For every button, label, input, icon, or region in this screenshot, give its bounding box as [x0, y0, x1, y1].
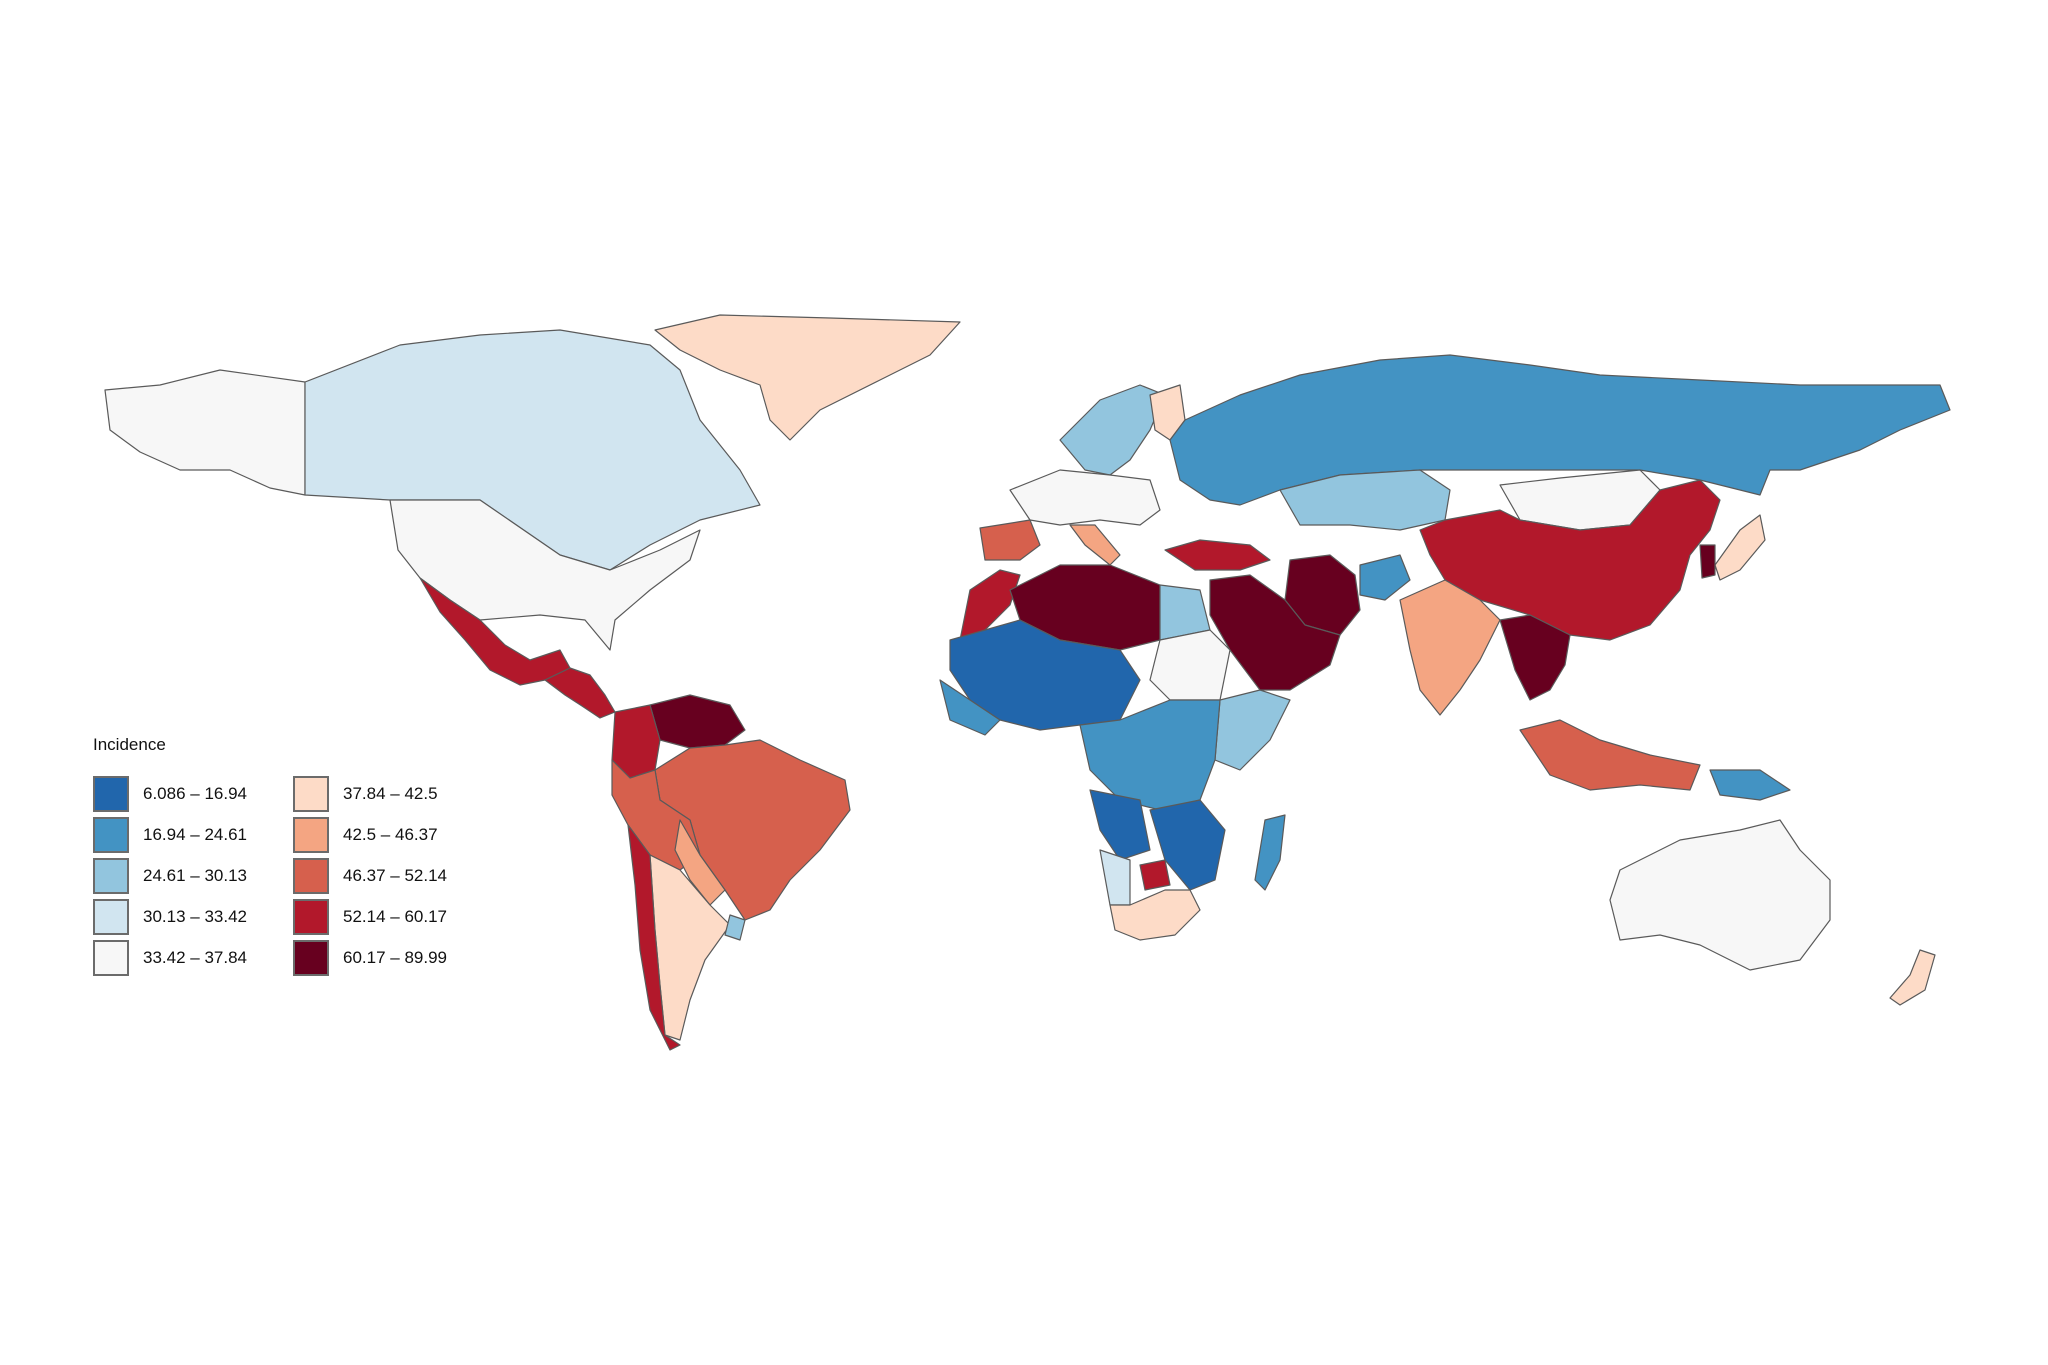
region-chile: [627, 824, 681, 1051]
region-new-guinea: [1709, 769, 1791, 801]
region-madagascar: [1254, 814, 1286, 891]
region-venezuela: [649, 694, 746, 749]
legend-item: 60.17 – 89.99: [293, 937, 493, 978]
legend-swatch: [293, 857, 329, 894]
map-legend: Incidence 6.086 – 16.94 37.84 – 42.5 16.94…: [93, 735, 493, 978]
legend-item: 6.086 – 16.94: [93, 773, 293, 814]
region-alaska: [104, 369, 306, 496]
region-lesotho-region: [1139, 859, 1171, 891]
region-new-zealand: [1889, 949, 1936, 1006]
region-southeast-asia: [1499, 614, 1571, 701]
legend-label: 33.42 – 37.84: [143, 947, 247, 967]
legend-label: 16.94 – 24.61: [143, 824, 247, 844]
legend-item: 52.14 – 60.17: [293, 896, 493, 937]
legend-label: 6.086 – 16.94: [143, 783, 247, 803]
legend-swatch: [293, 775, 329, 812]
region-japan: [1714, 514, 1766, 581]
legend-label: 30.13 – 33.42: [143, 906, 247, 926]
legend-item: 42.5 – 46.37: [293, 814, 493, 855]
region-scandinavia: [1059, 384, 1166, 476]
legend-item: 16.94 – 24.61: [93, 814, 293, 855]
legend-swatch: [93, 898, 129, 935]
region-china: [1419, 479, 1721, 641]
region-iberia: [979, 519, 1041, 561]
legend-label: 60.17 – 89.99: [343, 947, 447, 967]
legend-item: 30.13 – 33.42: [93, 896, 293, 937]
region-italy: [1069, 524, 1121, 566]
legend-swatch: [93, 857, 129, 894]
region-indonesia: [1519, 719, 1701, 791]
region-india: [1399, 579, 1501, 716]
region-afghanistan: [1359, 554, 1411, 601]
legend-item: 24.61 – 30.13: [93, 855, 293, 896]
region-central-africa: [1079, 699, 1221, 811]
region-east-africa: [1214, 689, 1291, 771]
legend-item: 33.42 – 37.84: [93, 937, 293, 978]
legend-swatch: [293, 816, 329, 853]
region-turkey: [1164, 539, 1271, 571]
region-west-africa-coast: [939, 679, 1001, 736]
legend-swatch: [293, 898, 329, 935]
legend-item: 37.84 – 42.5: [293, 773, 493, 814]
region-sudan-egypt: [1149, 629, 1231, 701]
region-namibia: [1099, 849, 1131, 906]
legend-swatch: [93, 816, 129, 853]
legend-swatch: [93, 775, 129, 812]
legend-swatch: [293, 939, 329, 976]
region-western-europe: [1009, 469, 1161, 526]
legend-label: 52.14 – 60.17: [343, 906, 447, 926]
region-australia: [1609, 819, 1831, 971]
region-greenland: [654, 314, 961, 441]
region-angola-region: [1089, 789, 1151, 861]
region-central-america: [544, 667, 616, 719]
legend-grid: 6.086 – 16.94 37.84 – 42.5 16.94 – 24.61 42…: [93, 773, 493, 978]
region-korea: [1699, 544, 1716, 579]
legend-title: Incidence: [93, 735, 166, 754]
legend-swatch: [93, 939, 129, 976]
region-uruguay: [724, 914, 746, 941]
region-south-africa: [1109, 889, 1201, 941]
legend-label: 37.84 – 42.5: [343, 783, 438, 803]
region-arabia: [1209, 574, 1341, 691]
legend-label: 24.61 – 30.13: [143, 865, 247, 885]
legend-item: 46.37 – 52.14: [293, 855, 493, 896]
legend-label: 46.37 – 52.14: [343, 865, 447, 885]
legend-label: 42.5 – 46.37: [343, 824, 438, 844]
